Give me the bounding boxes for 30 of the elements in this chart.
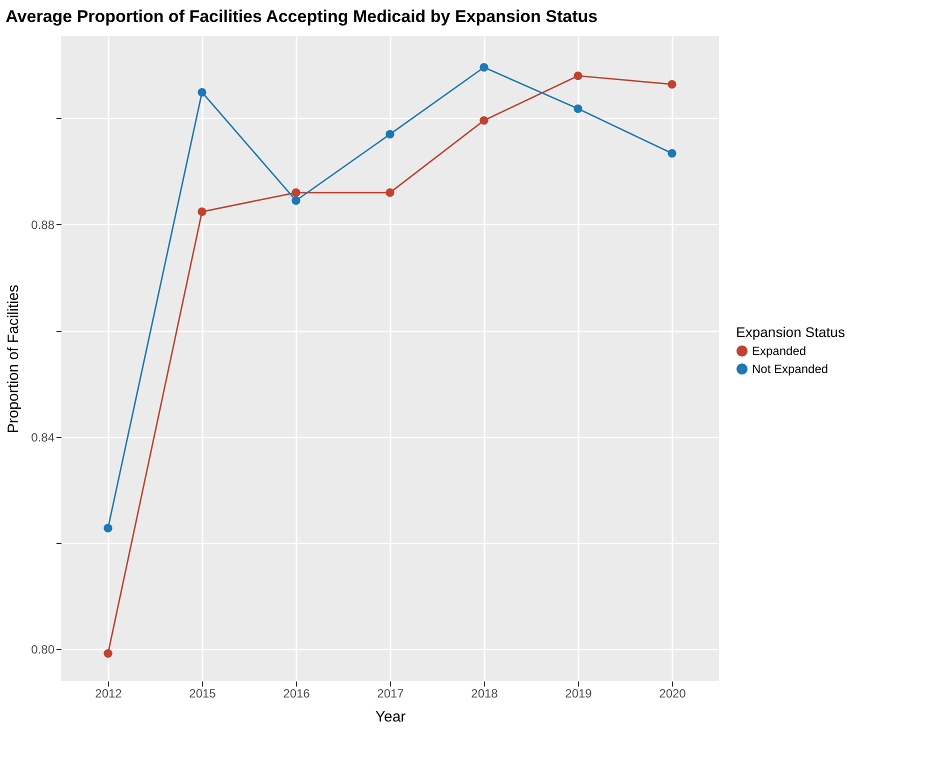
x-tick-label: 2017 xyxy=(377,686,404,700)
point xyxy=(104,524,112,532)
x-tick-label: 2020 xyxy=(659,686,686,700)
point xyxy=(574,104,582,114)
x-tick-label: 2012 xyxy=(95,686,122,700)
legend-title: Expansion Status xyxy=(736,324,845,340)
x-axis-title: Year xyxy=(375,708,406,726)
x-tick-label: 2016 xyxy=(283,686,310,700)
point xyxy=(104,649,112,658)
y-axis-title: Proportion of Facilities xyxy=(5,284,22,434)
x-tick-label: 2015 xyxy=(189,686,216,700)
point xyxy=(480,63,488,72)
y-tick-label: 0.88 xyxy=(31,218,55,232)
point xyxy=(292,196,300,205)
point xyxy=(574,71,582,80)
legend-label: Expanded xyxy=(752,344,806,358)
point xyxy=(292,188,300,197)
point xyxy=(668,149,676,158)
y-tick-label: 0.80 xyxy=(31,642,55,657)
chart-title: Average Proportion of Facilities Accepting Medicaid by Expansion Status xyxy=(6,7,598,26)
y-tick-label: 0.84 xyxy=(31,430,55,444)
point xyxy=(198,207,206,216)
legend-label: Not Expanded xyxy=(752,362,828,376)
point xyxy=(386,188,394,197)
point xyxy=(480,116,488,125)
x-tick-label: 2019 xyxy=(565,686,592,700)
x-tick-label: 2018 xyxy=(471,686,498,700)
point xyxy=(668,80,676,89)
point xyxy=(198,88,206,97)
point xyxy=(386,130,394,139)
